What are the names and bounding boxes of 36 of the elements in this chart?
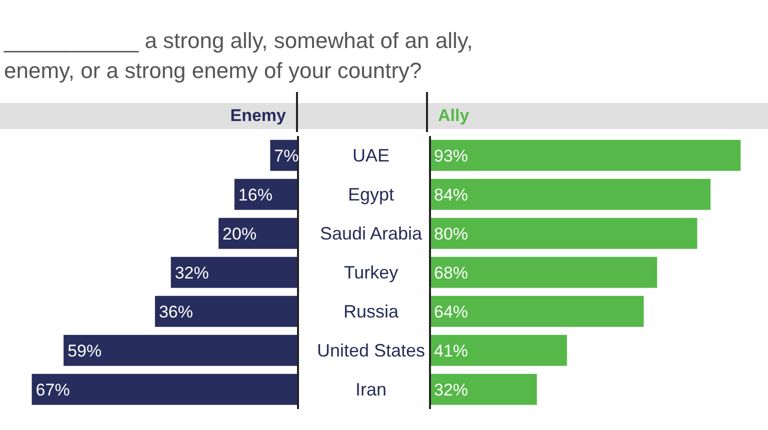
data-label: 67% xyxy=(36,380,70,400)
y-tick-label: Egypt xyxy=(348,184,394,204)
data-label: 80% xyxy=(434,224,468,244)
bar xyxy=(430,296,644,327)
bar xyxy=(430,334,567,366)
bar xyxy=(32,374,298,405)
data-label: 7% xyxy=(274,146,299,166)
bar xyxy=(154,296,298,327)
data-label: 41% xyxy=(434,341,468,360)
data-label: 68% xyxy=(434,263,468,282)
series-label: Enemy xyxy=(229,105,286,127)
bar xyxy=(170,256,298,288)
bar xyxy=(430,140,741,171)
bar xyxy=(430,178,711,210)
bar xyxy=(64,334,298,366)
bar xyxy=(430,374,537,405)
series-label: Ally xyxy=(438,105,470,127)
data-label: 16% xyxy=(238,185,272,204)
data-label: 32% xyxy=(434,380,468,400)
data-label: 20% xyxy=(222,224,257,244)
bar xyxy=(218,218,298,249)
data-label: 64% xyxy=(434,302,468,322)
data-label: 93% xyxy=(434,146,468,166)
data-label: 84% xyxy=(434,185,468,204)
y-tick-label: Iran xyxy=(355,380,387,400)
y-tick-label: United States xyxy=(316,340,426,360)
y-tick-label: UAE xyxy=(352,146,390,166)
bar xyxy=(430,218,698,249)
data-label: 59% xyxy=(68,341,102,360)
chart-title: ___________ a strong ally, somewhat of an ally, enemy, or a strong enemy of your country? xyxy=(4,27,473,85)
y-tick-label: Turkey xyxy=(344,262,398,282)
data-label: 36% xyxy=(158,302,193,322)
data-label: 32% xyxy=(174,263,209,282)
y-tick-label: Russia xyxy=(343,302,400,322)
bar xyxy=(430,256,658,288)
y-tick-label: Saudi Arabia xyxy=(320,224,424,244)
